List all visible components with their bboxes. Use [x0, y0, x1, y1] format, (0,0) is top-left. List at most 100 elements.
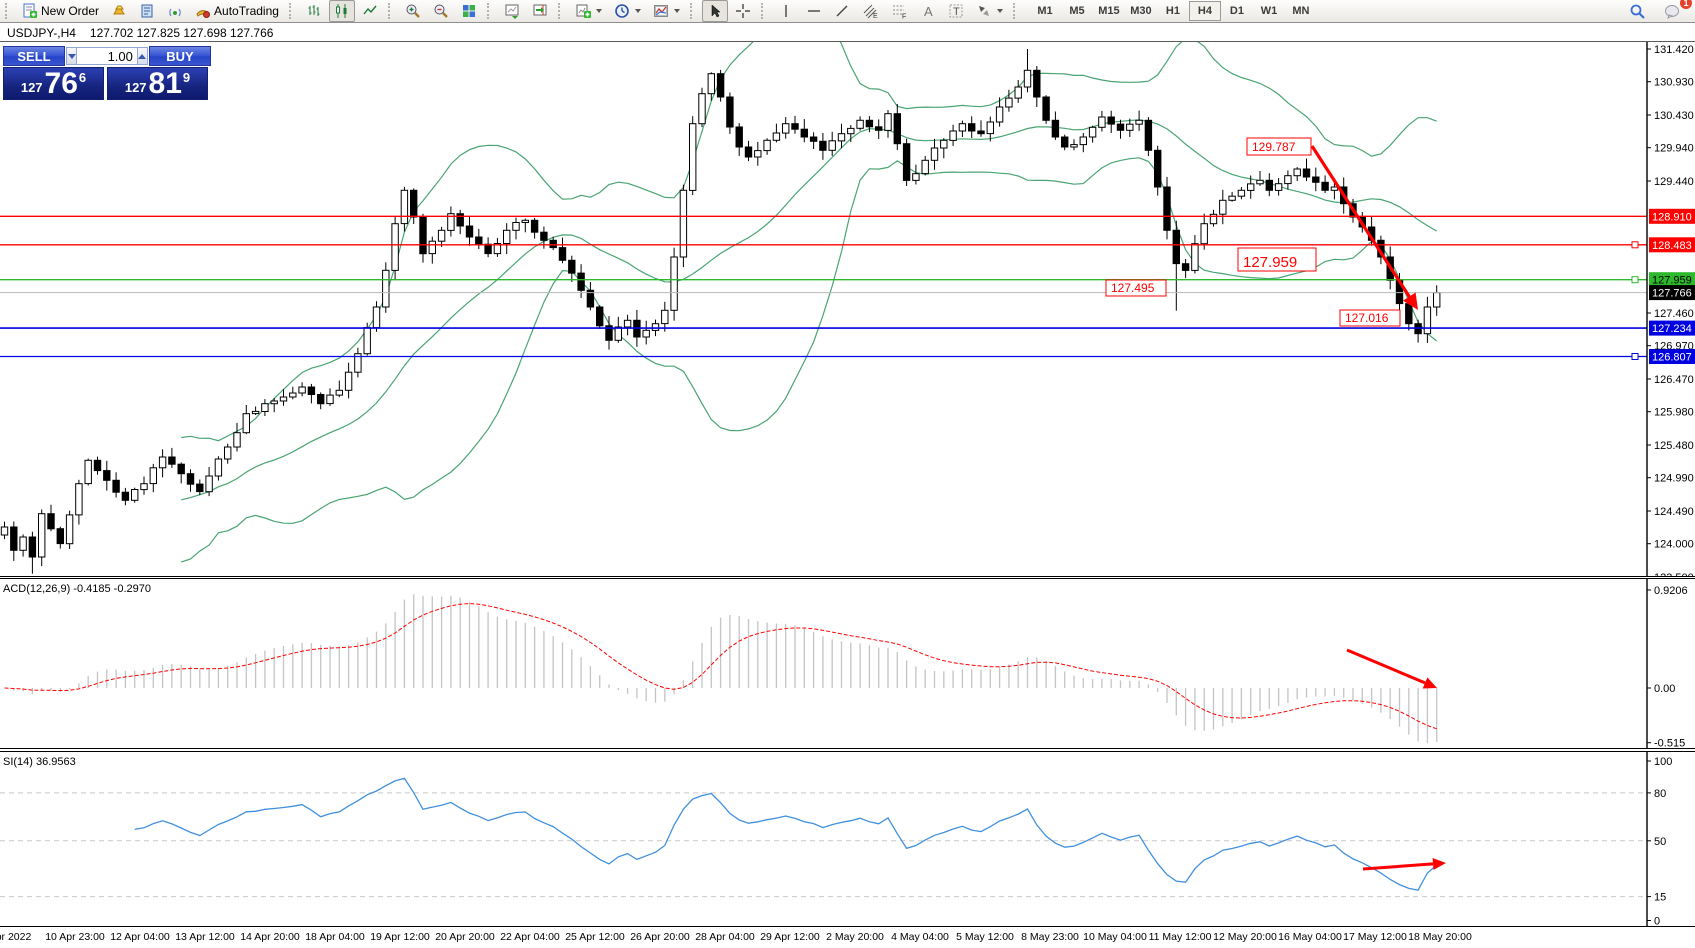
text-label-button[interactable]: T — [943, 0, 969, 22]
svg-text:126.807: 126.807 — [1652, 352, 1692, 364]
autotrading-icon — [196, 10, 211, 18]
chart-annotations[interactable]: 129.787 127.959 127.495 127.016 — [1105, 137, 1418, 327]
timeframe-mn[interactable]: MN — [1292, 5, 1310, 17]
time-label: 25 Apr 12:00 — [565, 931, 625, 943]
timeframe-h1[interactable]: H1 — [1165, 5, 1180, 17]
buy-price-display[interactable]: 127 81 9 — [107, 67, 208, 100]
time-label: 8 May 23:00 — [1021, 931, 1079, 943]
tile-windows-button[interactable] — [456, 0, 482, 22]
buy-price-pips: 81 — [148, 67, 182, 100]
trendline-button[interactable] — [829, 0, 855, 22]
panel-divider — [0, 578, 1695, 579]
candlestick-chart-button[interactable] — [328, 0, 355, 22]
dropdown-arrow-icon — [595, 9, 602, 13]
buy-button[interactable]: BUY — [149, 46, 211, 66]
level-line-127.234[interactable]: 127.234 — [0, 320, 1695, 336]
rsi-arrow-annotation[interactable] — [1362, 858, 1446, 871]
indicators-button[interactable] — [648, 0, 685, 22]
timeframe-h4[interactable]: H4 — [1188, 1, 1221, 21]
time-label: Apr 2022 — [0, 931, 32, 943]
crosshair-button[interactable] — [730, 0, 756, 22]
rsi-background[interactable] — [0, 752, 1695, 926]
sell-price-display[interactable]: 127 76 6 — [3, 67, 104, 100]
toolbar-grip[interactable] — [557, 3, 565, 19]
macd-axis[interactable]: 0.9206 0.00 -0.515 — [1646, 579, 1688, 748]
fibonacci-button[interactable]: F — [886, 0, 913, 22]
signals-button[interactable] — [162, 0, 188, 22]
periods-button[interactable] — [609, 0, 646, 22]
time-label: 18 May 20:00 — [1408, 931, 1472, 943]
arrows-tool-button[interactable] — [971, 0, 1008, 22]
timeframe-m5[interactable]: M5 — [1069, 5, 1085, 17]
search-button[interactable] — [1624, 0, 1651, 22]
time-label: 12 May 20:00 — [1213, 931, 1277, 943]
buy-price-figure: 127 — [124, 80, 147, 95]
auto-scroll-icon — [505, 4, 519, 19]
toolbar-grip[interactable] — [5, 3, 12, 19]
equidistant-channel-button[interactable]: E — [857, 0, 884, 22]
rsi-axis[interactable]: 100 80 50 15 0 — [1646, 752, 1672, 926]
vertical-line-button[interactable] — [773, 0, 799, 22]
svg-text:E: E — [873, 13, 878, 19]
timeframe-d1[interactable]: D1 — [1229, 5, 1244, 17]
chart-shift-button[interactable] — [527, 0, 553, 22]
time-label: 5 May 12:00 — [956, 931, 1014, 943]
horizontal-line-button[interactable] — [801, 0, 827, 22]
macd-background[interactable] — [0, 579, 1695, 748]
timeframe-m15[interactable]: M15 — [1098, 5, 1120, 17]
tile-windows-icon — [462, 5, 475, 17]
market-watch-button[interactable] — [134, 0, 160, 22]
time-axis[interactable]: Apr 2022 10 Apr 23:00 12 Apr 04:00 13 Apr 1… — [0, 928, 1695, 948]
svg-text:124.000: 124.000 — [1654, 539, 1694, 551]
level-line-128.910[interactable]: 128.910 — [0, 208, 1695, 224]
svg-text:126.470: 126.470 — [1654, 374, 1694, 386]
toolbar-grip[interactable] — [387, 3, 395, 19]
volume-increase-button[interactable] — [136, 47, 148, 65]
level-line-128.483[interactable]: 128.483 — [0, 237, 1695, 253]
toolbar-grip[interactable] — [288, 3, 296, 19]
line-chart-button[interactable] — [357, 0, 383, 22]
panel-divider[interactable] — [0, 576, 1695, 577]
panel-divider[interactable] — [0, 748, 1695, 749]
macd-arrow-annotation[interactable] — [1346, 648, 1437, 689]
new-chart-button[interactable] — [570, 0, 607, 22]
timeframe-m30[interactable]: M30 — [1130, 5, 1152, 17]
macd-panel[interactable]: 0.9206 0.00 -0.515 ACD(12,26,9) -0.4185 -0.… — [0, 579, 1695, 748]
volume-decrease-button[interactable] — [66, 47, 78, 65]
cursor-button[interactable] — [701, 0, 728, 22]
zoom-out-button[interactable] — [428, 0, 454, 22]
level-line-127.959[interactable]: 127.959 — [0, 272, 1695, 288]
rsi-panel[interactable]: 100 80 50 15 0 SI(14) 36.9563 — [0, 752, 1695, 926]
decrease-arrow-icon — [67, 53, 76, 59]
svg-text:50: 50 — [1654, 836, 1666, 848]
chart-shift-icon — [533, 4, 547, 16]
timeframe-w1[interactable]: W1 — [1260, 5, 1278, 17]
text-tool-button[interactable]: A — [915, 0, 941, 22]
zoom-in-button[interactable] — [400, 0, 426, 22]
toolbar-grip[interactable] — [760, 3, 768, 19]
chart-profile-button[interactable] — [106, 0, 132, 22]
price-axis[interactable]: 131.420 130.930 130.430 129.940 129.440 127.4… — [1646, 42, 1694, 576]
volume-input[interactable] — [77, 47, 137, 65]
line-chart-icon — [363, 5, 377, 15]
level-line-127.766[interactable]: 127.766 — [0, 285, 1695, 301]
new-order-button[interactable]: New Order — [17, 0, 104, 22]
toolbar-grip[interactable] — [689, 3, 697, 19]
sell-button[interactable]: SELL — [3, 46, 65, 66]
autotrading-button[interactable]: AutoTrading — [190, 0, 284, 22]
auto-scroll-button[interactable] — [499, 0, 525, 22]
bar-chart-button[interactable] — [301, 0, 327, 22]
chart-background[interactable] — [0, 42, 1695, 576]
time-label: 28 Apr 04:00 — [695, 931, 755, 943]
level-line-126.807[interactable]: 126.807 — [0, 349, 1695, 364]
toolbar-grip[interactable] — [1012, 3, 1020, 19]
timeframe-m1[interactable]: M1 — [1037, 5, 1053, 17]
notifications-button[interactable]: 1 — [1659, 0, 1692, 22]
toolbar-grip[interactable] — [486, 3, 494, 19]
time-label: 17 May 12:00 — [1343, 931, 1407, 943]
autotrading-label: AutoTrading — [214, 4, 279, 18]
timeframe-group: M1 M5 M15 M30 H1 H4 D1 W1 MN — [1029, 1, 1317, 21]
svg-text:127.234: 127.234 — [1652, 323, 1692, 335]
svg-text:F: F — [902, 14, 906, 20]
